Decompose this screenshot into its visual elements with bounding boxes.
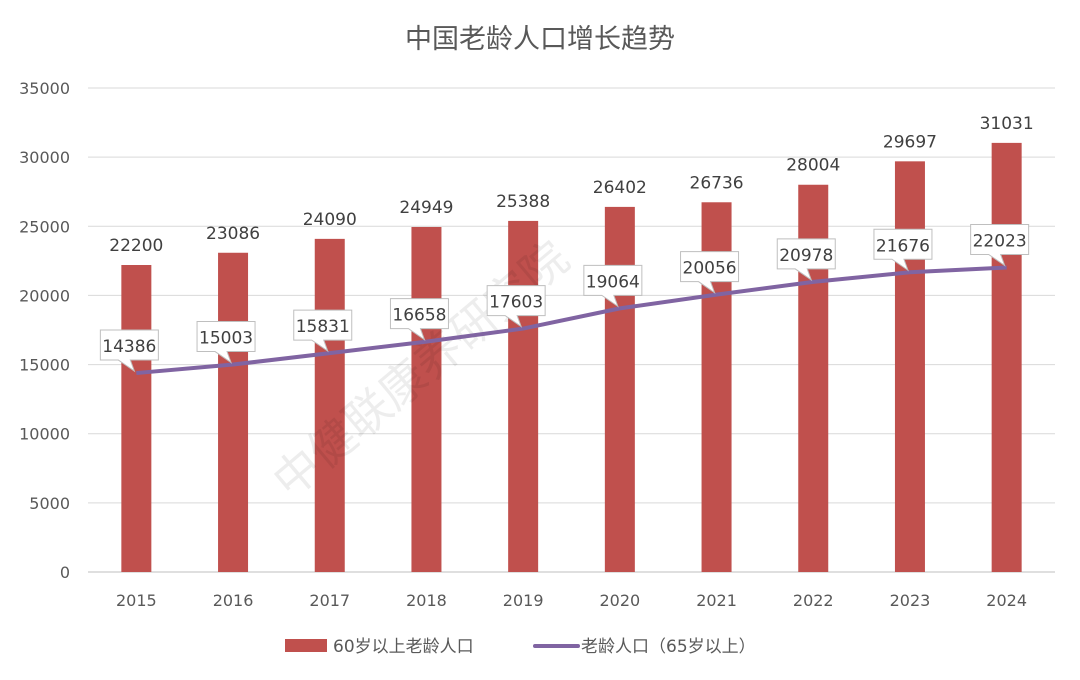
- bar-data-label: 26736: [690, 173, 744, 193]
- bar-data-label: 28004: [786, 156, 840, 176]
- x-tick-label: 2016: [213, 591, 254, 610]
- bar: [508, 220, 539, 572]
- bar-data-label: 31031: [980, 114, 1034, 134]
- line-data-label: 19064: [586, 272, 640, 292]
- bar-data-label: 29697: [883, 132, 937, 152]
- line-data-label: 15003: [199, 329, 253, 349]
- line-callout: [486, 285, 546, 328]
- line-data-label: 15831: [296, 317, 350, 337]
- bar-data-label: 24090: [303, 210, 357, 230]
- legend: 60岁以上老龄人口 老龄人口（65岁以上）: [285, 637, 756, 657]
- bar-data-label: 26402: [593, 178, 647, 198]
- x-tick-label: 2017: [309, 591, 350, 610]
- x-tick-label: 2020: [599, 591, 640, 610]
- line-data-label: 20056: [683, 259, 737, 279]
- line-data-label: 17603: [489, 293, 543, 313]
- y-tick-label: 30000: [19, 148, 70, 167]
- line-data-label: 20978: [779, 246, 833, 266]
- legend-swatch-bar: [285, 639, 327, 652]
- y-tick-label: 25000: [19, 217, 70, 236]
- y-tick-label: 15000: [19, 356, 70, 375]
- line-callout: [776, 238, 836, 282]
- line-callout: [583, 264, 643, 308]
- bar: [991, 142, 1022, 572]
- x-tick-label: 2022: [793, 591, 834, 610]
- y-tick-label: 0: [60, 563, 70, 582]
- x-tick-label: 2023: [890, 591, 931, 610]
- x-tick-label: 2015: [116, 591, 157, 610]
- x-tick-label: 2024: [986, 591, 1027, 610]
- y-tick-label: 20000: [19, 286, 70, 305]
- bar-data-label: 23086: [206, 224, 260, 244]
- line-data-label: 22023: [973, 231, 1027, 251]
- line-data-label: 14386: [102, 337, 156, 357]
- legend-label-bar: 60岁以上老龄人口: [333, 637, 474, 657]
- bar: [218, 252, 249, 572]
- y-tick-label: 10000: [19, 425, 70, 444]
- x-tick-label: 2019: [503, 591, 544, 610]
- y-tick-label: 35000: [19, 79, 70, 98]
- y-tick-label: 5000: [29, 494, 70, 513]
- line-callout: [680, 251, 740, 294]
- bar-data-label: 25388: [496, 192, 550, 212]
- bar: [604, 206, 635, 572]
- line-callout: [970, 223, 1030, 267]
- line-callout: [873, 228, 933, 272]
- bar: [314, 238, 345, 572]
- bar: [894, 161, 925, 572]
- bar: [121, 265, 152, 572]
- x-tick-label: 2021: [696, 591, 737, 610]
- legend-label-line: 老龄人口（65岁以上）: [581, 637, 756, 657]
- line-callout: [99, 329, 159, 373]
- bar: [411, 226, 442, 572]
- line-callout: [196, 321, 256, 364]
- chart-title: 中国老龄人口增长趋势: [405, 24, 675, 55]
- line-data-label: 21676: [876, 236, 930, 256]
- line-data-label: 16658: [392, 306, 446, 326]
- line-callout: [389, 298, 449, 341]
- bar-data-label: 22200: [109, 236, 163, 256]
- line-series: [136, 265, 1007, 376]
- line-callout: [293, 309, 353, 353]
- x-tick-label: 2018: [406, 591, 447, 610]
- bar-data-label: 24949: [399, 198, 453, 218]
